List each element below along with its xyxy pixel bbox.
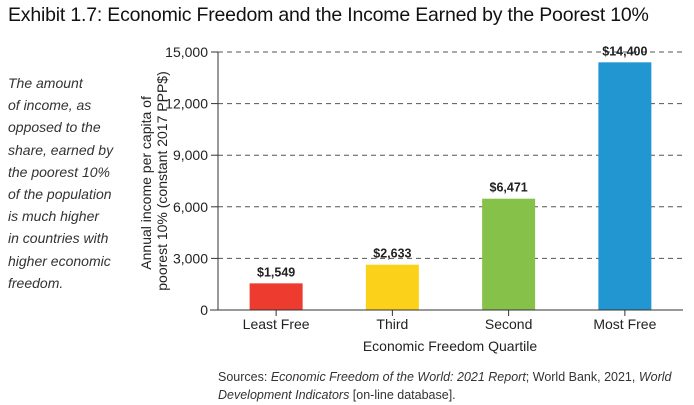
data-label-layer: $1,549 $2,633 $6,471 $14,400 [257,44,648,279]
y-tick-label: 0 [200,302,208,318]
side-note-line: of income, as [8,97,92,114]
x-tick-label: Third [376,316,408,332]
y-tick-label: 9,000 [173,147,208,163]
sources-title-1: Economic Freedom of the World: 2021 Repo… [270,370,526,384]
sources-prefix: Sources: [218,370,271,384]
bar [365,264,419,310]
side-note-line: the poorest 10% [8,163,110,180]
bar [249,283,303,310]
side-note-line: of the population [8,186,112,203]
bar-value-label: $14,400 [602,44,647,58]
side-note-line: freedom. [8,274,64,291]
y-tick-label: 6,000 [173,199,208,215]
side-note-line: in countries with [8,230,109,247]
sources-title-2: World Development Indicators [218,370,672,402]
x-tick-label: Second [485,316,532,332]
side-note-line: The amount [8,75,83,91]
y-tick-label: 12,000 [165,96,208,112]
sources-note: Sources: Economic Freedom of the World: … [218,368,688,404]
x-tick-label: Least Free [243,316,310,332]
x-tick-layer: Least Free Third Second Most Free [243,310,657,332]
side-note-line: share, earned by [8,141,114,158]
x-tick-label: Most Free [593,316,656,332]
sources-suffix: [on-line database]. [349,388,456,402]
bar-value-label: $6,471 [490,181,528,195]
side-note-line: opposed to the [8,119,101,136]
bar-value-label: $1,549 [257,265,295,279]
y-axis-label-line: poorest 10% (constant 2017 PPP$) [154,71,170,290]
sources-mid: ; World Bank, 2021, [525,370,639,384]
side-note-line: higher economic [8,252,111,269]
x-axis-label: Economic Freedom Quartile [363,338,538,354]
side-note: The amount of income, as opposed to the … [8,72,126,294]
bar [482,198,536,310]
y-axis-label-line: Annual income per capita of [138,96,154,270]
y-tick-label: 15,000 [165,44,208,60]
chart-title: Exhibit 1.7: Economic Freedom and the In… [8,4,649,26]
y-tick-label: 3,000 [173,250,208,266]
bar-layer [249,62,652,310]
y-axis-label: Annual income per capita of poorest 10% … [138,71,170,290]
y-tick-layer: 0 3,000 6,000 9,000 12,000 15,000 [165,44,218,318]
bar [598,62,652,310]
side-note-line: is much higher [8,208,100,225]
bar-value-label: $2,633 [373,247,411,261]
